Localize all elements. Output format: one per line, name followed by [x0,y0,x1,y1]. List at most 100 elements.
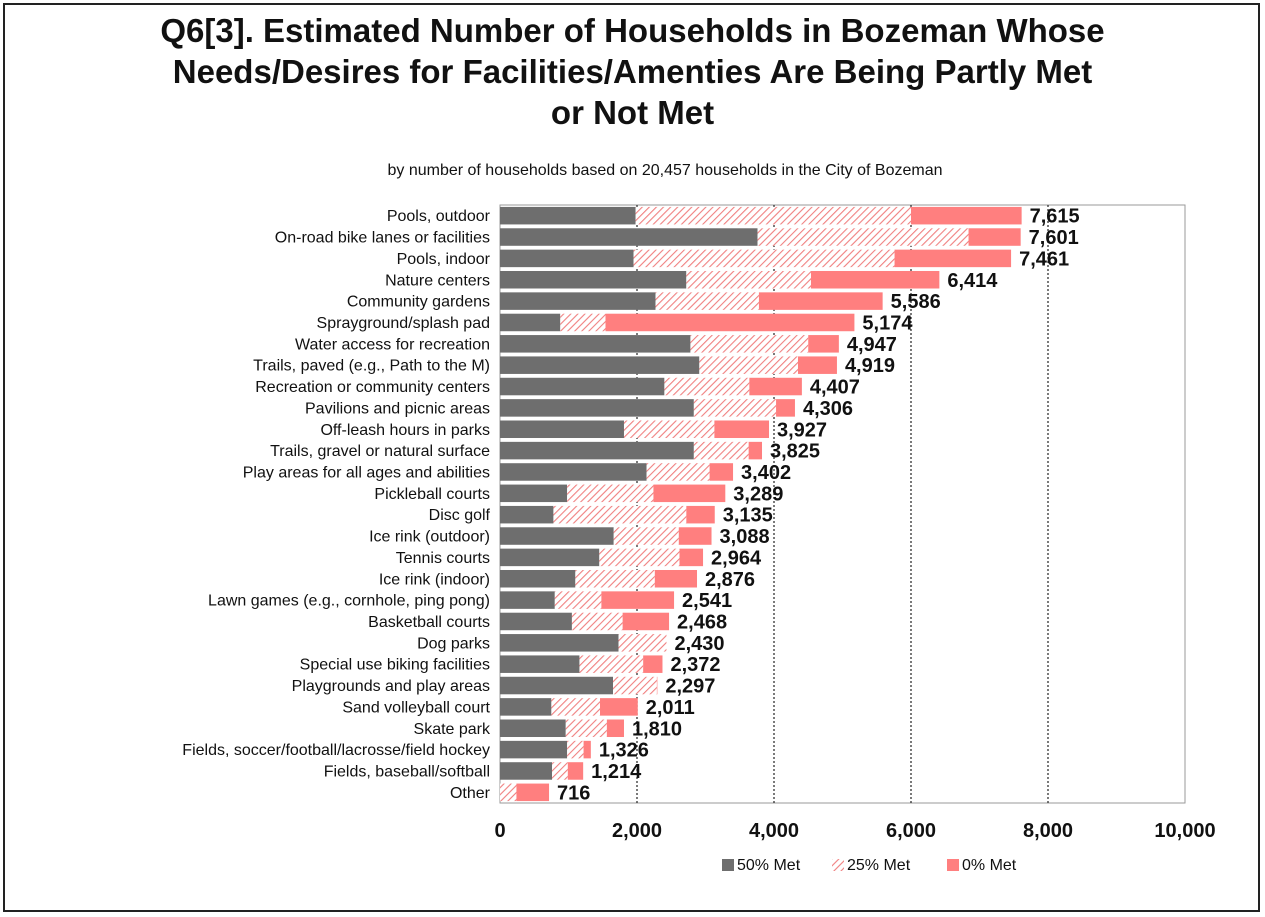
bar-met-25-26 [552,762,568,780]
category-label-12: Play areas for all ages and abilities [243,464,490,481]
bar-met-50-20 [500,634,619,652]
bar-met-25-14 [553,505,687,524]
chart-title-line-3: or Not Met [550,94,715,131]
bar-met-0-11 [748,441,763,460]
category-label-1: On-road bike lanes or facilities [275,230,490,247]
category-label-16: Tennis courts [396,550,490,567]
category-label-15: Ice rink (outdoor) [369,529,490,546]
bar-met-50-17 [500,569,576,588]
category-label-0: Pools, outdoor [387,208,491,225]
legend-swatch-met-50 [722,859,734,871]
bar-met-0-3 [810,270,940,289]
bar-met-50-24 [500,719,566,738]
bar-met-25-23 [551,698,601,716]
bar-met-0-19 [622,612,670,631]
data-label-26: 1,214 [591,761,642,783]
data-label-27: 716 [557,782,590,804]
bar-met-0-8 [749,377,802,396]
x-tick-label-4: 8,000 [1023,820,1073,842]
bar-met-0-18 [601,591,675,609]
bar-met-0-13 [653,484,726,503]
data-label-1: 7,601 [1029,227,1079,249]
chart-title-line-1: Q6[3]. Estimated Number of Households in… [160,12,1105,49]
bar-met-50-1 [500,228,758,246]
bar-met-25-5 [560,313,606,332]
category-label-19: Basketball courts [368,614,490,631]
bar-met-50-2 [500,249,634,268]
data-label-19: 2,468 [677,611,727,633]
bar-met-50-14 [500,505,554,524]
bar-met-0-26 [567,762,584,780]
data-label-24: 1,810 [632,718,682,740]
bar-met-25-16 [599,548,680,567]
data-label-22: 2,297 [665,676,715,698]
bar-met-50-7 [500,356,700,374]
data-label-2: 7,461 [1019,248,1069,270]
category-label-21: Special use biking facilities [300,657,490,674]
bar-met-25-6 [690,335,809,353]
category-label-2: Pools, indoor [397,251,491,268]
category-label-8: Recreation or community centers [255,379,490,396]
data-label-25: 1,326 [599,740,649,762]
legend-label-met-50: 50% Met [737,857,801,874]
category-label-13: Pickleball courts [374,486,490,503]
bar-met-0-1 [968,228,1021,246]
bar-met-50-9 [500,399,694,417]
data-label-12: 3,402 [741,462,791,484]
bar-met-25-20 [618,634,667,652]
category-label-27: Other [450,785,491,802]
bar-met-25-2 [633,249,895,268]
category-label-4: Community gardens [347,294,490,311]
data-label-3: 6,414 [947,270,998,292]
chart-title-line-2: Needs/Desires for Facilities/Amenties Ar… [172,53,1093,90]
data-label-20: 2,430 [674,633,724,655]
bar-met-50-3 [500,270,687,289]
bar-met-0-0 [911,206,1022,225]
bar-met-25-24 [565,719,607,738]
data-label-4: 5,586 [891,291,941,313]
category-label-20: Dog parks [417,635,490,652]
data-label-7: 4,919 [845,355,895,377]
bar-met-25-25 [567,740,584,759]
bar-met-50-4 [500,292,656,310]
bar-met-50-18 [500,591,555,609]
category-label-25: Fields, soccer/football/lacrosse/field h… [182,742,490,759]
bar-met-0-23 [600,698,638,716]
bar-met-25-0 [635,206,911,225]
category-label-26: Fields, baseball/softball [324,763,490,780]
bar-met-25-27 [500,783,517,802]
bar-met-25-22 [613,676,657,695]
category-label-22: Playgrounds and play areas [292,678,490,695]
data-label-16: 2,964 [711,547,762,569]
bar-met-25-18 [554,591,602,609]
bar-met-25-17 [575,569,655,588]
bar-met-25-13 [567,484,654,503]
bar-met-0-7 [797,356,837,374]
bar-met-50-26 [500,762,553,780]
bar-met-25-9 [693,399,777,417]
category-label-18: Lawn games (e.g., cornhole, ping pong) [208,593,490,610]
bar-met-50-10 [500,420,624,439]
plot-area [499,204,1186,804]
bar-met-25-4 [655,292,759,310]
data-label-13: 3,289 [733,483,783,505]
data-label-0: 7,615 [1030,206,1080,228]
legend-label-met-25: 25% Met [847,857,911,874]
category-label-24: Skate park [414,721,491,738]
bar-met-50-0 [500,206,636,225]
bar-met-50-8 [500,377,665,396]
data-label-23: 2,011 [646,697,695,719]
bar-met-0-12 [709,463,734,481]
bar-met-50-5 [500,313,561,332]
bar-met-0-15 [678,527,712,545]
bar-met-0-21 [643,655,663,673]
bar-met-25-12 [646,463,710,481]
bar-met-25-19 [571,612,623,631]
data-label-8: 4,407 [810,377,860,399]
bar-met-50-22 [500,676,614,695]
bar-met-50-21 [500,655,580,673]
data-label-18: 2,541 [682,590,732,612]
data-label-6: 4,947 [847,334,897,356]
bar-met-25-8 [664,377,750,396]
